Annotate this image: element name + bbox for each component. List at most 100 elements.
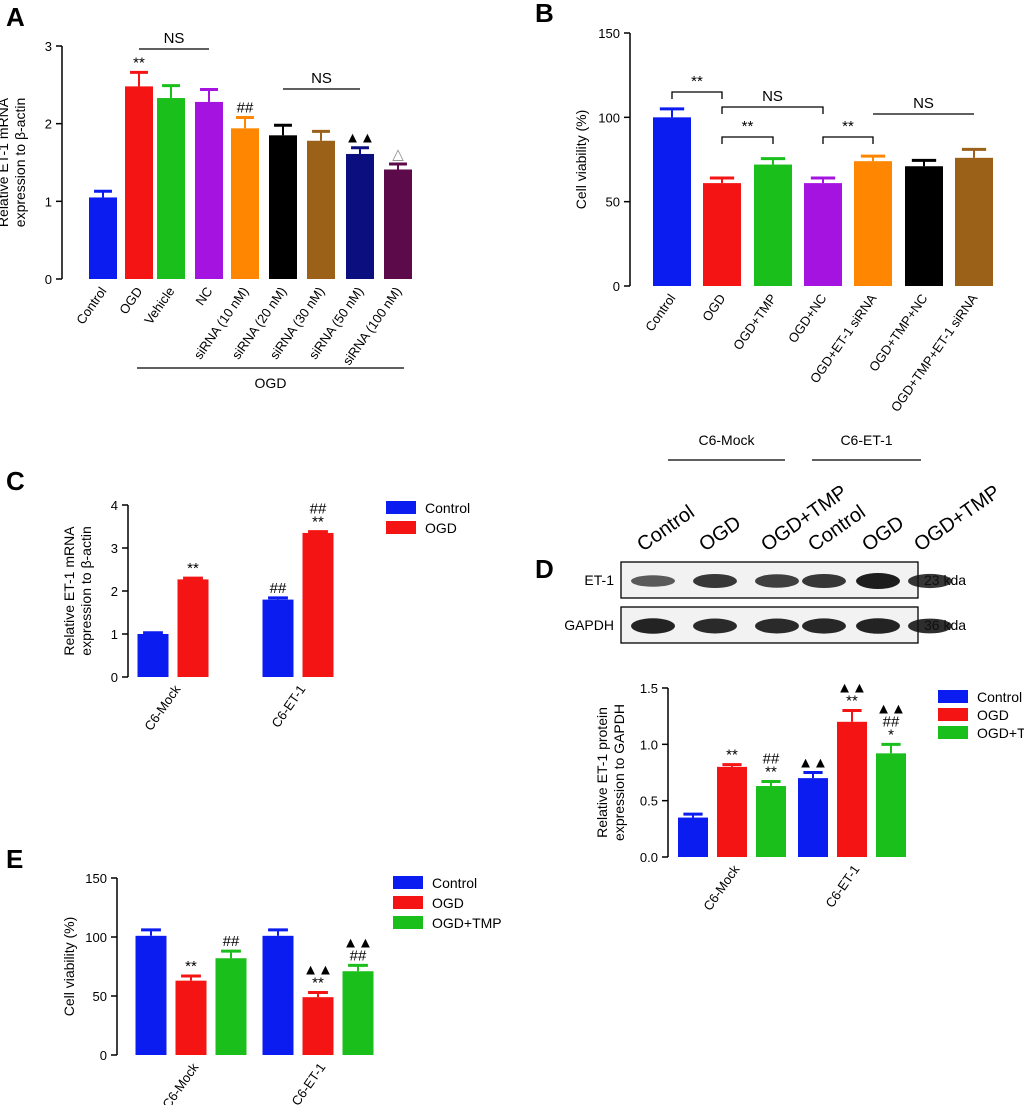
- bar: [135, 935, 167, 1055]
- x-tick-label: OGD+TMP+ET-1 siRNA: [888, 291, 981, 415]
- y-axis-label: Relative ET-1 mRNAexpression to β-actin: [0, 97, 28, 227]
- legend-swatch: [938, 690, 968, 703]
- blot-band: [908, 573, 952, 589]
- significance-label: ##: [883, 713, 900, 730]
- bar: [302, 532, 334, 677]
- significance-label: **: [742, 118, 754, 135]
- legend-label: Control: [432, 875, 477, 891]
- bar: [905, 166, 943, 286]
- x-tick-label: C6-ET-1: [822, 862, 862, 910]
- legend-label: Control: [977, 689, 1022, 705]
- y-tick-label: 1: [111, 627, 118, 642]
- legend-label: OGD: [425, 520, 457, 536]
- y-tick-label: 1.5: [640, 681, 658, 696]
- legend-swatch: [393, 916, 423, 929]
- y-tick-label: 100: [598, 110, 620, 125]
- x-tick-label: Control: [73, 284, 109, 327]
- significance-label: **: [842, 118, 854, 135]
- significance-bracket: [822, 136, 874, 144]
- bar: [754, 164, 792, 286]
- bar: [177, 579, 209, 677]
- significance-label: **: [133, 54, 145, 71]
- y-tick-label: 50: [606, 195, 620, 210]
- panel-letter: C: [6, 466, 25, 496]
- x-tick-label: OGD+TMP: [730, 291, 779, 353]
- y-tick-label: 0: [45, 272, 52, 287]
- y-tick-label: 3: [111, 541, 118, 556]
- significance-label: **: [691, 73, 703, 90]
- y-tick-label: 2: [45, 117, 52, 132]
- significance-label: **: [726, 747, 738, 764]
- chart-panel-A: A 0 1 2 3 Relative ET-1 mRNAexpression to β-a…: [0, 2, 412, 391]
- x-tick-label: OGD: [699, 291, 728, 324]
- y-axis-label: Relative ET-1 mRNAexpression to β-actin: [61, 526, 94, 656]
- bar: [269, 135, 297, 279]
- y-tick-label: 0: [111, 670, 118, 685]
- significance-label: **: [765, 764, 777, 781]
- significance-label: NS: [913, 95, 934, 112]
- bar: [262, 935, 294, 1055]
- significance-label: ##: [763, 751, 780, 768]
- y-tick-label: 150: [598, 26, 620, 41]
- legend-label: OGD: [432, 895, 464, 911]
- x-tick-label: Control: [642, 291, 678, 334]
- significance-label: NS: [311, 70, 332, 87]
- bar: [262, 599, 294, 677]
- x-tick-label: OGD+NC: [785, 291, 829, 345]
- y-axis-label-line: expression to β-actin: [12, 98, 28, 227]
- panel-letter: E: [6, 844, 23, 874]
- panel-letter: B: [535, 0, 554, 28]
- bar: [756, 786, 786, 857]
- x-tick-label: NC: [192, 284, 215, 308]
- significance-label: ▲▲: [876, 700, 906, 717]
- blot-band: [755, 618, 799, 634]
- significance-label: ▲▲: [345, 130, 375, 147]
- group-label: OGD: [255, 375, 287, 391]
- bar: [703, 183, 741, 286]
- bar: [798, 778, 828, 857]
- lane-label: OGD+TMP: [910, 481, 1004, 556]
- x-tick-label: C6-Mock: [141, 682, 183, 734]
- y-tick-label: 100: [85, 930, 107, 945]
- legend-label: OGD+TMP: [977, 725, 1024, 741]
- bar: [89, 197, 117, 279]
- panel-letter: D: [535, 554, 554, 584]
- bar: [854, 161, 892, 286]
- y-tick-label: 0.0: [640, 850, 658, 865]
- blot-band: [631, 618, 675, 634]
- bar: [876, 753, 906, 857]
- y-axis-label-line: Relative ET-1 mRNA: [61, 526, 77, 656]
- legend-swatch: [938, 708, 968, 721]
- y-axis-label-line: Relative ET-1 mRNA: [0, 97, 11, 227]
- chart-panel-D: 0.0 0.5 1.0 1.5 Relative ET-1 proteinexpress…: [594, 680, 1024, 914]
- bar: [384, 169, 412, 279]
- x-tick-label: C6-ET-1: [288, 1060, 328, 1105]
- panel-letter: A: [6, 2, 25, 32]
- blot-band: [856, 573, 900, 589]
- blot-row-label: ET-1: [584, 572, 614, 588]
- x-tick-label: OGD: [116, 284, 145, 317]
- bar: [215, 958, 247, 1055]
- blot-band: [755, 574, 799, 588]
- legend: Control OGD: [386, 500, 470, 536]
- x-tick-label: Vehicle: [141, 284, 177, 327]
- blot-band: [631, 575, 675, 587]
- bar: [157, 98, 185, 279]
- legend-swatch: [938, 726, 968, 739]
- legend-label: Control: [425, 500, 470, 516]
- significance-label: △: [392, 146, 404, 163]
- lane-label: Control: [633, 501, 698, 556]
- y-axis-label: Cell viability (%): [573, 110, 589, 210]
- significance-label: *: [888, 726, 894, 743]
- significance-label: ##: [310, 501, 327, 518]
- blot-band: [856, 618, 900, 634]
- x-tick-label: C6-Mock: [159, 1060, 201, 1105]
- blot-band: [802, 618, 846, 634]
- significance-label: ▲▲: [837, 680, 867, 697]
- blot-band: [908, 618, 952, 634]
- lane-label: OGD: [695, 512, 745, 556]
- legend-swatch: [393, 896, 423, 909]
